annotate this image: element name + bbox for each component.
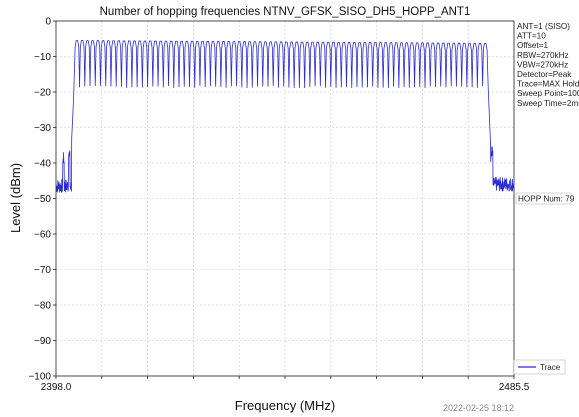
y-tick-label: −10 (34, 52, 51, 63)
info-line: RBW=270kHz (517, 51, 569, 60)
x-ticks: 2398.0 2485.5 (41, 376, 530, 393)
y-tick-label: 0 (45, 17, 51, 28)
trace-line (55, 40, 515, 193)
y-tick-label: −90 (34, 336, 51, 347)
info-line: ATT=10 (517, 32, 546, 41)
y-tick-label: −80 (34, 301, 51, 312)
y-tick-label: −100 (28, 372, 51, 383)
info-line: ANT=1 (SISO) (517, 22, 570, 31)
hopp-label: HOPP Num: 79 (518, 195, 575, 204)
info-box: ANT=1 (SISO)ATT=10Offset=1RBW=270kHzVBW=… (517, 22, 579, 108)
plot-frame (55, 20, 515, 377)
info-line: Sweep Point=1000 (517, 89, 579, 98)
x-tick-label: 2398.0 (41, 382, 72, 393)
info-line: Sweep Time=2ms (517, 99, 579, 108)
y-tick-label: −40 (34, 159, 51, 170)
y-ticks: 0 −10 −20 −30 −40 −50 −60 −70 −80 −90 −100 (28, 17, 56, 383)
x-axis-label: Frequency (MHz) (235, 398, 335, 413)
legend (513, 359, 566, 375)
y-axis-label: Level (dBm) (8, 163, 23, 233)
legend-label: Trace (540, 363, 561, 372)
info-line: Offset=1 (517, 41, 548, 50)
chart-title: Number of hopping frequencies NTNV_GFSK_… (100, 6, 471, 18)
info-line: VBW=270kHz (517, 60, 568, 69)
info-line: Detector=Peak (517, 70, 572, 79)
info-line: Trace=MAX Hold (517, 80, 579, 89)
x-tick-label: 2485.5 (499, 382, 530, 393)
y-tick-label: −30 (34, 123, 51, 134)
y-tick-label: −60 (34, 230, 51, 241)
y-tick-label: −50 (34, 194, 51, 205)
trace (55, 40, 515, 193)
y-tick-label: −70 (34, 265, 51, 276)
y-tick-label: −20 (34, 88, 51, 99)
timestamp: 2022-02-25 18:12 (443, 403, 514, 413)
hopp-label-box (515, 192, 572, 205)
